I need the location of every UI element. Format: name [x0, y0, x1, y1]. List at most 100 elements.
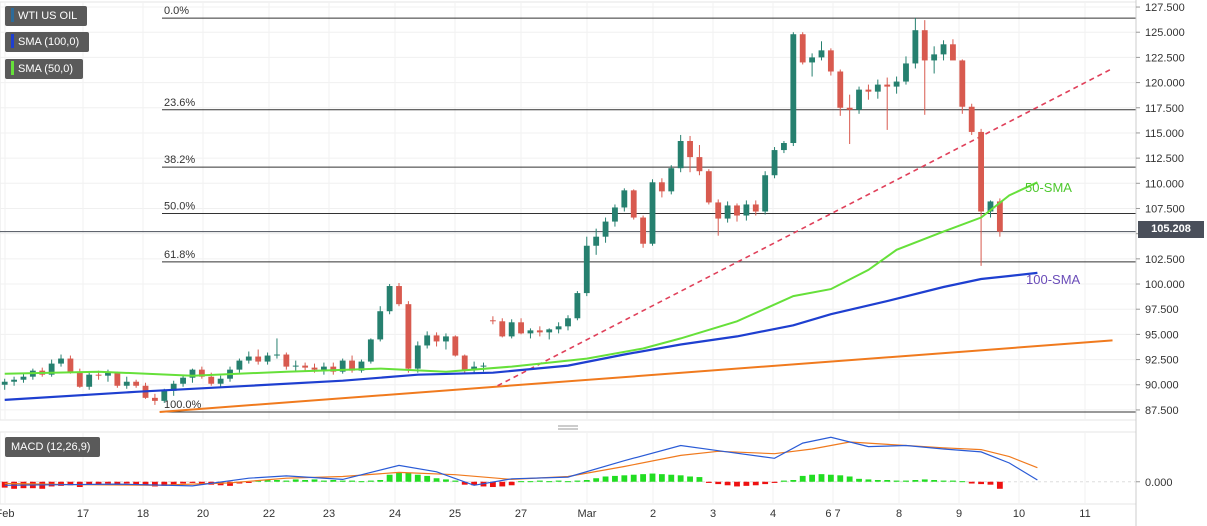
- candle-body: [452, 336, 459, 356]
- candle-body: [583, 245, 590, 294]
- candle-body: [461, 355, 468, 370]
- macd-histogram-bar: [142, 481, 149, 486]
- macd-histogram-bar: [931, 480, 938, 482]
- candle-body: [151, 397, 158, 401]
- candle-body: [827, 50, 834, 72]
- macd-histogram-bar: [846, 476, 853, 482]
- macd-histogram-bar: [302, 480, 309, 482]
- time-tick-label: 6 7: [825, 508, 840, 520]
- time-tick-label: 9: [956, 508, 962, 520]
- macd-histogram-bar: [771, 481, 778, 483]
- macd-histogram-bar: [170, 481, 177, 485]
- macd-histogram-bar: [903, 480, 909, 482]
- sma50-legend[interactable]: SMA (50,0): [5, 59, 84, 79]
- macd-tick-label: 0.000: [1145, 477, 1173, 489]
- macd-histogram-bar: [349, 480, 355, 482]
- macd-histogram-bar: [574, 480, 581, 482]
- time-tick-label: Feb: [0, 508, 14, 520]
- time-tick-label: 3: [710, 508, 716, 520]
- macd-legend[interactable]: MACD (12,26,9): [5, 437, 101, 457]
- candle-body: [95, 374, 102, 376]
- macd-histogram-bar: [471, 481, 478, 486]
- sma100-annotation: 100-SMA: [1026, 272, 1081, 287]
- macd-histogram-bar: [912, 480, 919, 482]
- macd-histogram-bar: [996, 481, 1003, 489]
- candle-body: [471, 366, 478, 370]
- price-tick-label: 117.500: [1145, 103, 1184, 115]
- price-tick-label: 107.500: [1145, 203, 1185, 215]
- macd-histogram-bar: [189, 481, 196, 483]
- price-tick-label: 90.000: [1145, 380, 1179, 392]
- candle-body: [245, 356, 252, 361]
- macd-histogram-bar: [640, 474, 647, 482]
- candle-body: [921, 30, 928, 61]
- candle-body: [874, 84, 881, 92]
- price-tick-label: 127.500: [1145, 2, 1185, 14]
- candle-body: [602, 221, 609, 237]
- macd-histogram-bar: [67, 481, 74, 486]
- macd-histogram-bar: [386, 474, 393, 482]
- candle-body: [339, 360, 346, 372]
- macd-histogram-bar: [151, 481, 158, 487]
- candle-body: [856, 89, 862, 110]
- macd-line: [4, 436, 1038, 487]
- macd-histogram-bar: [734, 481, 740, 487]
- candle-body: [489, 320, 496, 322]
- fib-level-label: 23.6%: [164, 97, 195, 109]
- candle-body: [367, 339, 374, 362]
- price-tick-label: 125.000: [1145, 27, 1185, 39]
- candle-body: [302, 365, 309, 368]
- macd-histogram-bar: [396, 472, 402, 482]
- price-tick-label: 87.500: [1145, 405, 1179, 417]
- macd-histogram-bar: [292, 479, 299, 482]
- candle-body: [527, 330, 534, 334]
- macd-histogram-bar: [311, 479, 318, 482]
- macd-histogram-bar: [649, 473, 656, 482]
- sma100-legend[interactable]: SMA (100,0): [5, 32, 90, 52]
- macd-histogram-bar: [893, 480, 900, 482]
- time-tick-label: 2: [650, 508, 656, 520]
- candle-body: [743, 204, 750, 216]
- candle-body: [809, 57, 816, 63]
- candle-body: [198, 369, 205, 377]
- candle-body: [433, 335, 440, 342]
- macd-histogram-bar: [377, 480, 384, 482]
- candle-body: [996, 201, 1003, 232]
- macd-histogram-bar: [198, 481, 205, 485]
- candle-body: [105, 372, 111, 376]
- macd-histogram-bar: [630, 474, 637, 482]
- candle-body: [630, 190, 637, 218]
- candle-body: [950, 44, 956, 61]
- macd-histogram-bar: [959, 481, 966, 483]
- candle-body: [940, 44, 947, 55]
- macd-histogram-bar: [865, 479, 872, 482]
- candle-body: [170, 383, 177, 391]
- candle-body: [518, 322, 524, 334]
- symbol-legend[interactable]: WTI US OIL: [5, 6, 88, 26]
- macd-histogram-bar: [809, 474, 816, 482]
- macd-histogram-bar: [330, 480, 337, 482]
- grid: [0, 1, 1137, 505]
- macd-histogram-bar: [696, 477, 703, 482]
- macd-histogram-bar: [546, 481, 553, 483]
- candle-body: [668, 168, 675, 192]
- candle-body: [705, 171, 712, 203]
- macd-histogram-bar: [565, 481, 571, 483]
- candle-body: [58, 358, 64, 364]
- price-tick-label: 97.500: [1145, 304, 1179, 316]
- candle-body: [846, 107, 853, 110]
- macd-histogram-bar: [433, 478, 440, 482]
- candle-body: [405, 304, 412, 369]
- macd-histogram-bar: [424, 475, 431, 482]
- macd-histogram-bar: [940, 480, 947, 482]
- fib-level-label: 0.0%: [164, 5, 189, 17]
- price-tick-label: 92.500: [1145, 355, 1179, 367]
- macd-histogram-bar: [612, 475, 618, 482]
- candle-body: [123, 381, 130, 386]
- time-tick-label: 23: [323, 508, 335, 520]
- candle-body: [236, 360, 243, 370]
- candle-body: [48, 363, 55, 375]
- macd-histogram-bar: [536, 480, 543, 482]
- candle-body: [208, 376, 215, 384]
